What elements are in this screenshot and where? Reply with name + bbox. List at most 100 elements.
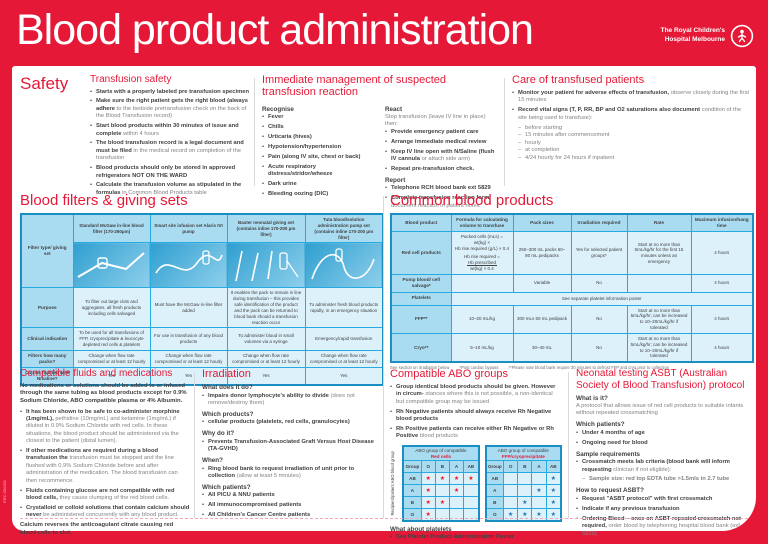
irradiation-q: When? [202,457,223,465]
fluids-bullet: It has been shown to be safe to co-admin… [20,409,190,446]
care-check: hourly [518,140,750,148]
safety-section: Safety Transfusion safety Starts with a … [20,74,252,200]
rate-cell [626,274,692,293]
max-time-cell: 4 hours [690,231,754,276]
filter-cell: Must have the McGaw in-line filter added [149,287,228,329]
divider [568,372,569,518]
filters-row-label: Filters how many packs? [20,349,74,369]
irradiation-patient: All immunocompromised patients [202,502,376,510]
care-check: 4/24 hourly for 24 hours if inpatient [518,155,750,163]
safety-bullet: The blood transfusion record is a legal … [90,140,252,162]
filter-cell: Change when flow rate compromised or at … [226,349,306,369]
divider [504,78,505,186]
column-header: Irradiation required [570,213,628,233]
formula-cell [450,274,514,293]
transfusion-safety-heading: Transfusion safety [90,74,172,85]
pack-cell: Variable [512,274,572,293]
react-item: Repeat pre-transfusion check. [385,166,498,174]
pack-cell: 300 mLs 60 mL pedipack [512,304,572,334]
abo-bullet: Group identical blood products should be… [390,384,562,406]
irradiation-cell: Yes for selected patient groups* [570,231,628,276]
cut-line [20,518,748,519]
recognise-item: Dark urine [262,181,375,189]
giving-set-photo [149,242,228,289]
irradiation-q: Which patients? [202,483,251,491]
column-header: Pack sizes [512,213,572,233]
fluids-outro: Calcium reverses the anticoagulant citra… [20,522,174,536]
neonatal-section: Neonatal testing ASBT (Australian Societ… [576,368,750,541]
filters-table: Filter type/ giving set Standard McGaw i… [20,213,384,387]
max-time-cell: 4 hours [690,274,754,293]
react-intro: Stop transfusion (leave IV line in place… [385,114,486,128]
safety-bullet: Blood products should only be stored in … [90,165,252,180]
recognise-item: Fever [262,114,375,122]
neonatal-q: Which patients? [576,421,625,429]
filters-heading: Blood filters & giving sets [20,192,188,209]
recognise-label: Recognise [262,105,294,113]
product-name: Cryo** [390,332,452,363]
irradiation-q: What does it do? [202,384,253,391]
fluids-bullet: Crystalloid or colloid solutions that co… [20,505,190,520]
irradiation-cell: No [570,332,628,363]
platelets-answer: See Platelet Product Administration Post… [390,534,562,542]
rate-cell: Start at no more than 5mL/kg/hr; can be … [626,304,692,334]
fluids-section: Compatible fluids and medications No med… [20,368,190,541]
common-products-section: Common blood products Blood product Form… [390,192,754,370]
divider [383,196,384,518]
irradiation-patient: All PICU & NNU patients [202,492,376,500]
safety-heading: Safety [20,74,69,93]
abo-bullet: Rh Positive patients can receive either … [390,426,562,441]
safety-bullet: Calculate the transfusion volume as stip… [90,182,252,197]
abo-table-title: ABO group of compatible FFP/cryoprecipita… [485,445,562,462]
common-products-heading: Common blood products [390,192,554,209]
filters-section: Blood filters & giving sets Filter type/… [20,192,384,387]
column-header: Blood product [390,213,452,233]
fluids-heading: Compatible fluids and medications [20,368,173,379]
recognise-item: Pain (along IV site, chest or back) [262,154,375,162]
filter-cell: To filter out large clots and aggregates… [72,287,151,329]
abo-axis-label: Recipient/patient ABO blood group [390,451,395,516]
poster-card: Safety Transfusion safety Starts with a … [12,66,756,542]
neonatal-request: Ordering Blood – once on ASBT repeated c… [576,516,750,538]
filter-cell: It enables the pack to remain in line du… [226,287,306,329]
abo-heading: Compatible ABO groups [390,368,509,380]
react-item: Keep IV line open with N/Saline (flush I… [385,149,498,164]
filter-name: Smart site infusion set Alaris IVI pump [149,213,228,244]
giving-set-photo [226,242,306,289]
rate-cell: Start at no more than 5mL/kg/hr; can be … [626,332,692,363]
filter-cell: Emergency/rapid transfusion [304,327,384,351]
filter-cell: Change when flow rate compromised or at … [72,349,151,369]
neonatal-q: What is it? [576,394,608,402]
neonatal-heading: Neonatal testing ASBT (Australian Societ… [576,368,745,391]
neonatal-q: How to request ASBT? [576,487,644,495]
filter-name: Baxter neonatal giving set (contains inl… [226,213,306,244]
platelets-note-cell: See separate platelet information poster [450,291,754,306]
recognise-item: Bleeding oozing (DIC) [262,191,375,199]
platelets-question: What about platelets [390,525,452,533]
filters-row-label: Can be flushed with N/saline? [20,367,74,386]
max-time-cell: 4 hours [690,304,754,334]
recognise-item: Acute respiratory distress/stridor/wheez… [262,164,375,179]
recognise-item: Chills [262,124,375,132]
filter-name: Standard McGaw in-line blood filter (170… [72,213,151,244]
filters-row-label: Filter type/ giving set [20,213,74,289]
neonatal-request: Request "ASBT protocol" with first cross… [576,496,750,504]
filter-name: Tuta blood/solution administration pump … [304,213,384,244]
formula-cell: Packed cells (mLs) = wt(kg) × Hb rise re… [450,231,514,276]
abo-table-title: ABO group of compatible Red cells [402,445,480,462]
giving-set-photo [304,242,384,289]
recognise-item: Urticaria (hives) [262,134,375,142]
care-check: before starting [518,125,750,133]
care-section: Care of transfused patients Monitor your… [512,74,750,162]
giving-set-photo [72,242,151,289]
filter-cell: For use in transfusion of any blood prod… [149,327,228,351]
fluids-bullet: If other medications are required during… [20,448,190,485]
care-heading: Care of transfused patients [512,74,645,86]
report-item: Complete transfusion reaction form, docu… [385,195,498,210]
neonatal-sample-size: Sample size: red top EDTA tube >1.5mls i… [582,476,750,484]
column-header: Rate [626,213,692,233]
irradiation-a: Ring blood bank to request irradiation o… [202,466,376,481]
pack-cell: 250–300 mL packs 60–80 mL pedipacks [512,231,572,276]
filter-cell: Yes [304,367,384,386]
